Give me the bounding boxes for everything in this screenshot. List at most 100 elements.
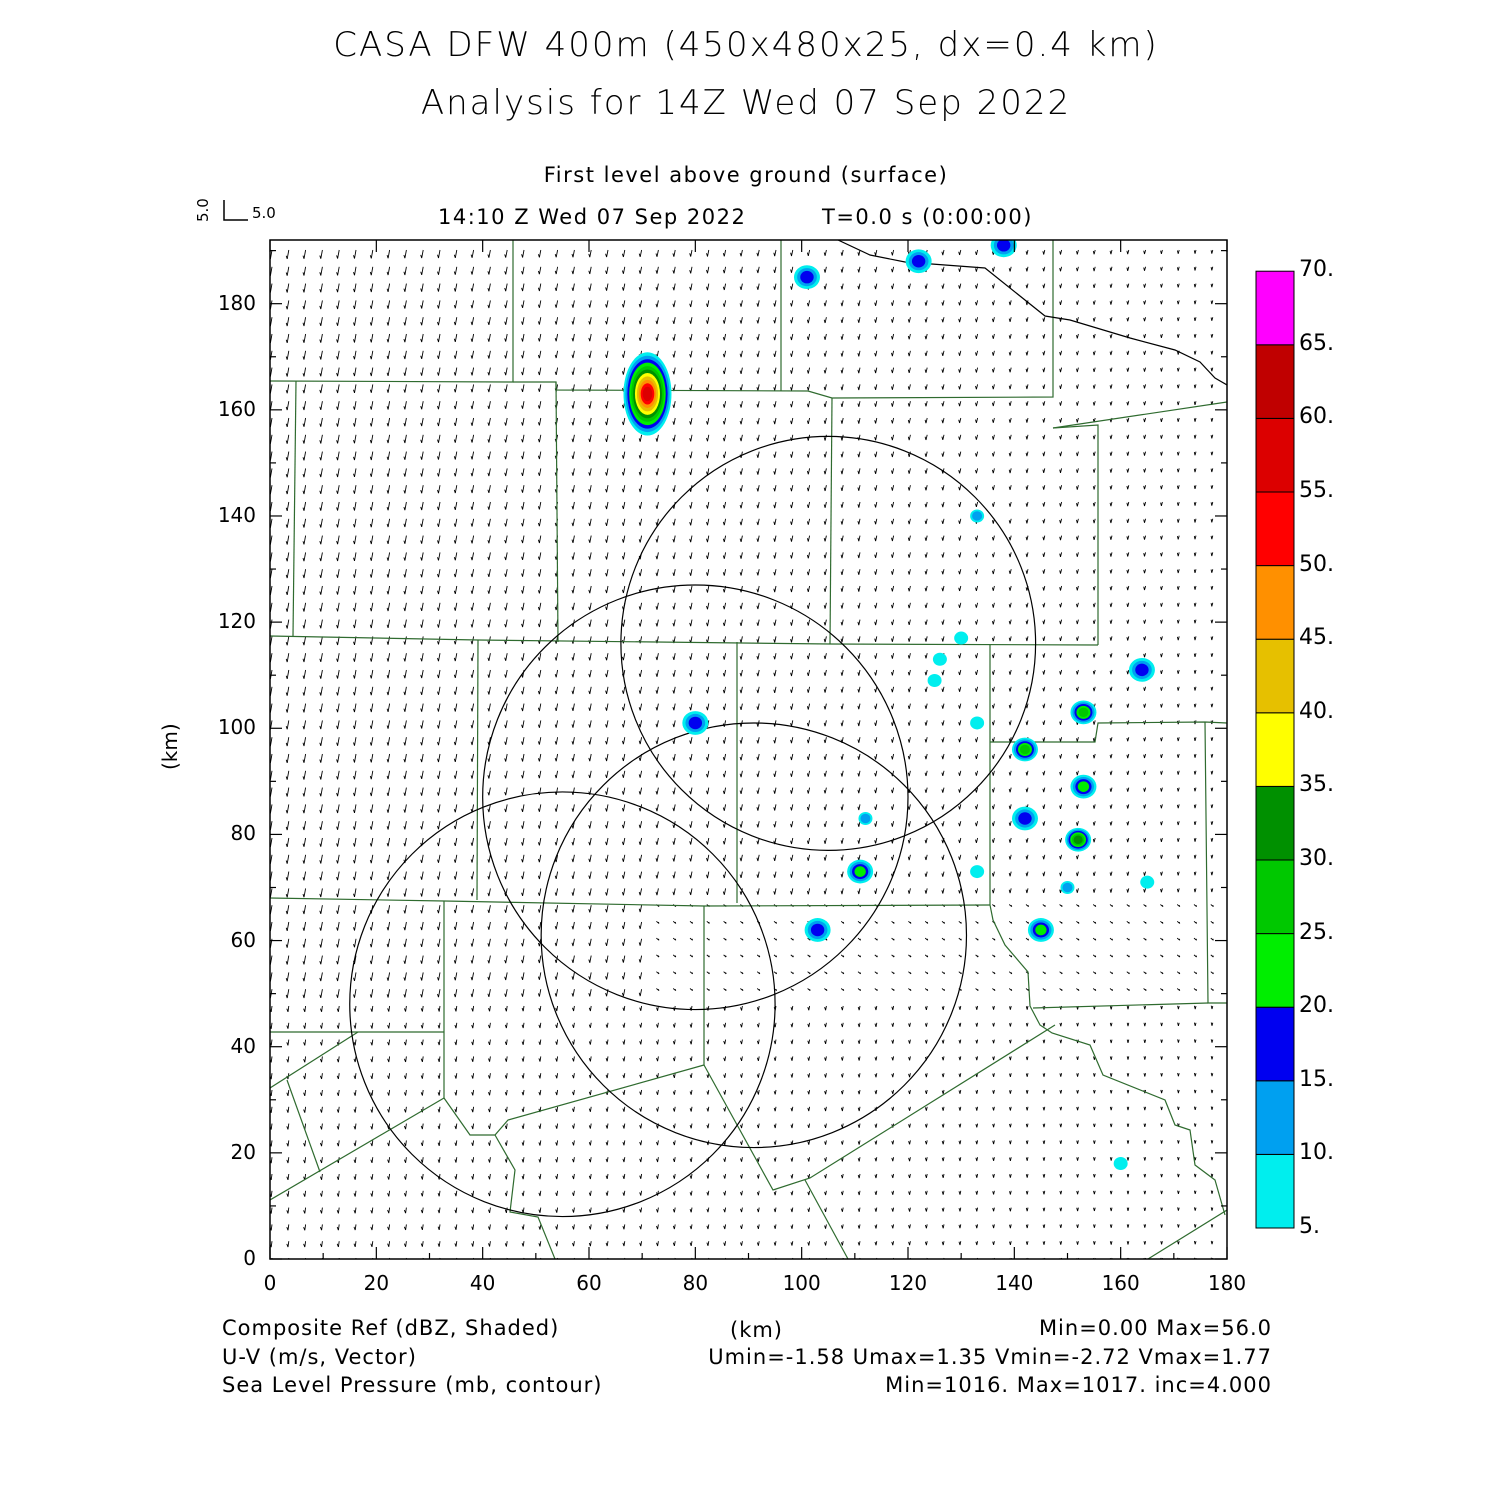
echo-contour — [688, 716, 703, 730]
echo-contour — [996, 240, 1011, 252]
footer-field3-label: Sea Level Pressure (mb, contour) — [222, 1373, 603, 1397]
echo — [970, 865, 985, 879]
wind-vectors — [270, 249, 1214, 1259]
echo-contour — [911, 254, 926, 268]
y-tick-label: 0 — [243, 1246, 256, 1270]
colorbar-label: 45. — [1299, 625, 1334, 651]
colorbar-label: 65. — [1299, 330, 1334, 356]
colorbar-swatch — [1255, 1006, 1295, 1082]
colorbar-label: 55. — [1299, 478, 1334, 503]
colorbar-label: 50. — [1299, 551, 1334, 577]
echo — [1011, 737, 1038, 762]
colorbar-label: 20. — [1299, 993, 1334, 1019]
echo-contour — [800, 270, 814, 284]
echo-contour — [1019, 744, 1030, 755]
colorbar-swatch — [1255, 712, 1295, 787]
x-tick-label: 80 — [682, 1271, 709, 1295]
echo — [905, 249, 932, 274]
echo-contour — [932, 652, 947, 666]
colorbar-swatch — [1255, 933, 1295, 1008]
footer-center-label: (km) — [730, 1318, 784, 1342]
colorbar-swatch — [1255, 270, 1295, 346]
echo — [954, 631, 969, 645]
colorbar-label: 15. — [1299, 1066, 1334, 1092]
echo — [858, 811, 873, 825]
footer-field2-label: U-V (m/s, Vector) — [222, 1345, 417, 1369]
echo — [1065, 827, 1092, 852]
echo-contour — [1140, 875, 1155, 889]
echo-contour — [854, 866, 866, 877]
echo — [1113, 1156, 1128, 1170]
wind-vector-field — [270, 249, 1214, 1259]
x-tick-label: 100 — [782, 1271, 821, 1295]
echo — [970, 716, 985, 730]
echo-contour — [860, 813, 871, 824]
echo — [623, 352, 672, 436]
x-tick-label: 180 — [1207, 1271, 1247, 1295]
reflectivity-echoes — [623, 240, 1155, 1170]
echo-contour — [810, 923, 825, 937]
colorbar-swatch — [1255, 417, 1295, 493]
echo — [1027, 918, 1054, 942]
echo-contour — [970, 716, 985, 730]
colorbar-label: 25. — [1299, 919, 1334, 945]
colorbar-label: 70. — [1299, 257, 1334, 283]
echo — [990, 240, 1017, 258]
echo-contour — [1113, 1156, 1128, 1170]
footer-field1-label: Composite Ref (dBZ, Shaded) — [222, 1316, 560, 1340]
range-ring — [620, 435, 1037, 851]
echo — [1140, 875, 1155, 889]
echo — [1060, 880, 1075, 894]
echo-contour — [1078, 707, 1089, 718]
echo — [927, 674, 942, 688]
footer-field3-stats: Min=1016. Max=1017. inc=4.000 — [885, 1373, 1272, 1397]
colorbar-swatch — [1255, 859, 1295, 935]
echo — [1011, 806, 1038, 831]
y-axis-label: (km) — [158, 723, 182, 770]
colorbar — [1255, 270, 1295, 1229]
county-boundaries — [270, 240, 1227, 1259]
y-tick-label: 20 — [230, 1139, 256, 1164]
echo-contour — [642, 386, 653, 402]
x-tick-label: 120 — [888, 1271, 928, 1295]
y-tick-label: 160 — [217, 396, 256, 421]
colorbar-swatch — [1255, 785, 1295, 861]
range-ring — [482, 584, 909, 1011]
echo — [932, 652, 947, 666]
colorbar-swatch — [1255, 1153, 1295, 1229]
echo — [804, 918, 831, 942]
echo — [1070, 774, 1097, 799]
echo-contour — [927, 674, 942, 688]
echo — [1070, 700, 1097, 725]
y-tick-label: 180 — [217, 290, 256, 315]
vector-key-glyph — [223, 200, 248, 221]
radar-range-rings — [349, 435, 1037, 1218]
river-boundary — [837, 240, 1227, 386]
colorbar-swatch — [1255, 1080, 1295, 1155]
forecast-time: T=0.0 s (0:00:00) — [822, 205, 1033, 229]
colorbar-label: 40. — [1299, 698, 1334, 724]
y-tick-label: 120 — [217, 609, 256, 634]
colorbar-swatch — [1255, 638, 1295, 714]
echo-contour — [970, 865, 985, 879]
echo — [682, 711, 709, 735]
x-tick-label: 40 — [469, 1271, 496, 1295]
x-tick-label: 60 — [576, 1271, 602, 1295]
echo-contour — [1135, 663, 1149, 677]
echo — [793, 265, 820, 290]
y-tick-label: 40 — [230, 1033, 256, 1058]
range-ring — [540, 722, 968, 1149]
echo-contour — [1035, 924, 1047, 936]
range-ring — [349, 791, 776, 1218]
colorbar-swatch — [1255, 344, 1295, 419]
colorbar-swatch — [1255, 491, 1295, 567]
echo-contour — [972, 511, 983, 521]
colorbar-label: 30. — [1299, 846, 1334, 871]
y-tick-label: 100 — [217, 715, 256, 740]
level-label: First level above ground (surface) — [543, 163, 949, 187]
x-tick-label: 160 — [1101, 1271, 1140, 1295]
colorbar-label: 10. — [1299, 1140, 1334, 1166]
echo-contour — [1018, 812, 1032, 825]
y-tick-label: 80 — [230, 821, 256, 846]
title-line-1: CASA DFW 400m (450x480x25, dx=0.4 km) — [333, 25, 1159, 65]
